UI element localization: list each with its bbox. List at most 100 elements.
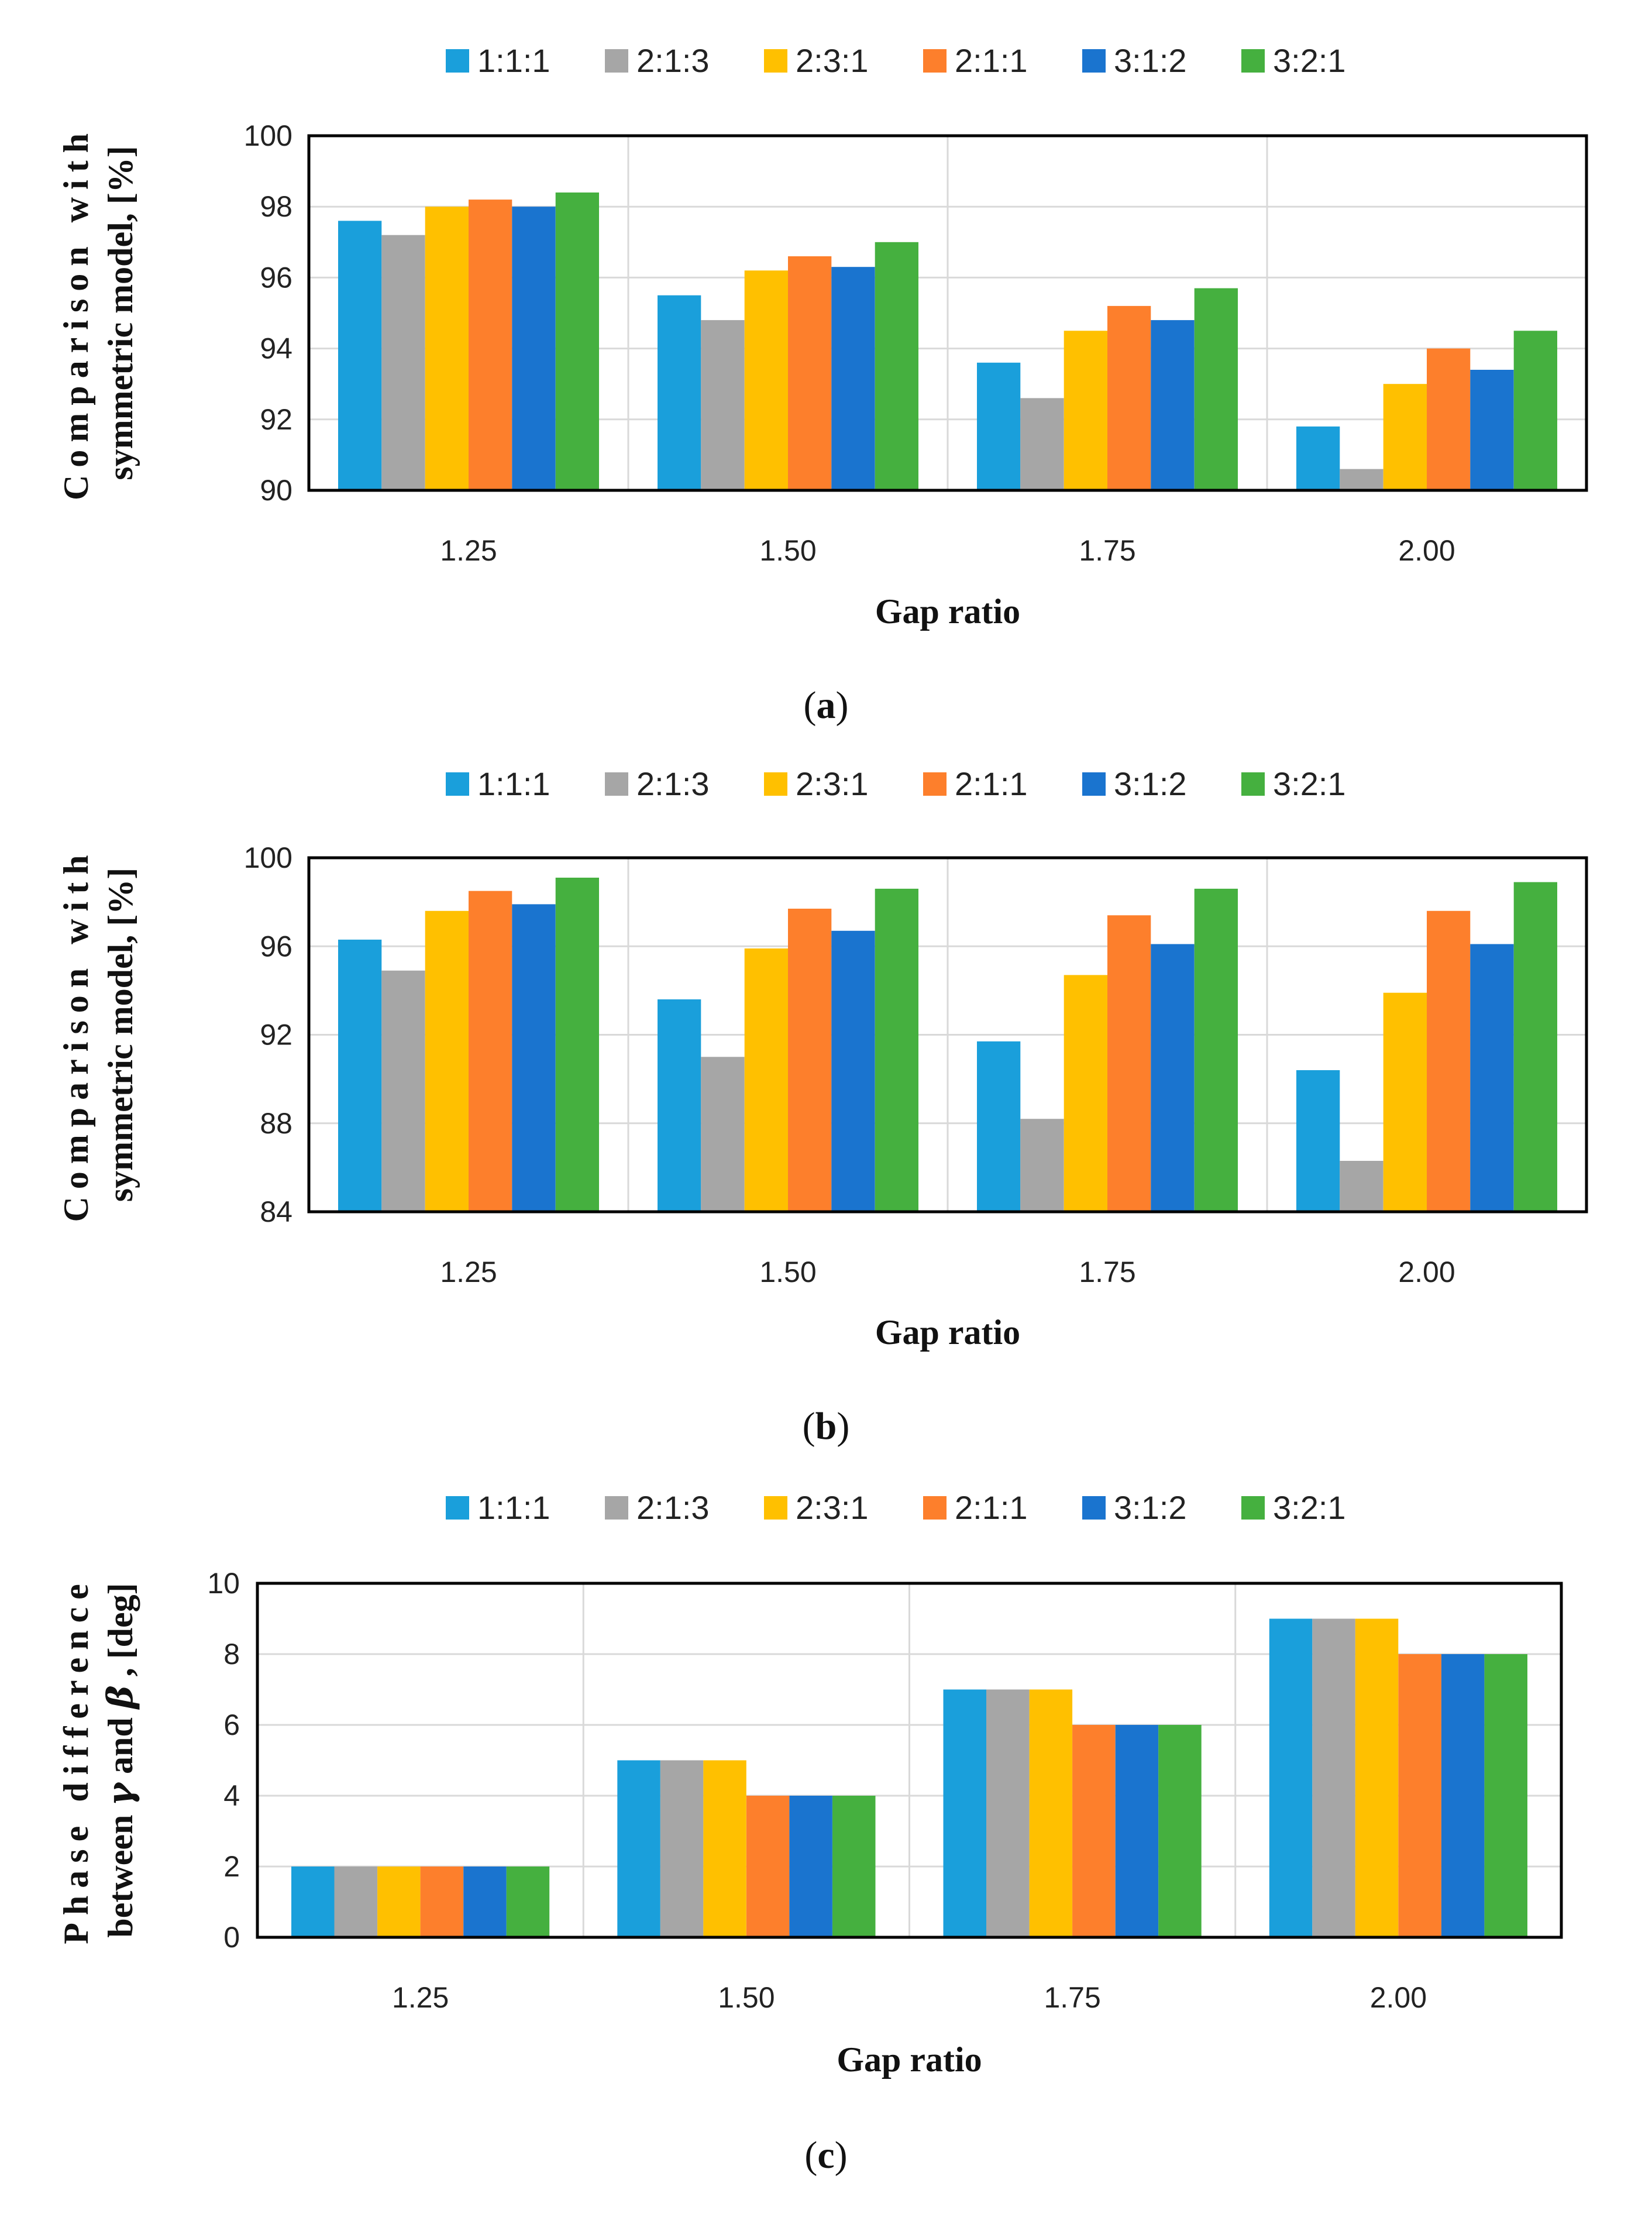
bar-3-2-1-1.75	[1194, 888, 1238, 1212]
legend-label: 2:1:1	[955, 765, 1028, 802]
caption-paren-open: (	[804, 684, 817, 727]
legend-label: 3:2:1	[1273, 1489, 1346, 1526]
bar-2-1-1-1.50	[746, 1796, 790, 1937]
legend-swatch	[1082, 772, 1106, 796]
legend-swatch	[446, 49, 469, 73]
legend-label: 3:2:1	[1273, 765, 1346, 802]
panel-caption: (a)	[804, 684, 849, 727]
x-tick-label: 2.00	[1398, 534, 1455, 567]
bar-3-2-1-2.00	[1513, 331, 1557, 490]
bar-2-3-1-1.50	[744, 270, 788, 490]
y-tick-label: 96	[260, 261, 292, 294]
legend-swatch	[1241, 49, 1265, 73]
bar-2-1-3-2.00	[1340, 469, 1383, 490]
bar-1-1-1-2.00	[1296, 426, 1340, 490]
x-tick-label: 1.75	[1079, 1256, 1135, 1288]
bar-2-3-1-1.50	[744, 948, 788, 1212]
y-axis-title-space	[101, 1774, 140, 1783]
legend-label: 1:1:1	[477, 765, 550, 802]
bar-2-1-1-1.50	[788, 909, 832, 1212]
y-axis-title: Comparison with symmetric model, [%]	[57, 847, 140, 1222]
x-axis-title: Gap ratio	[875, 1313, 1020, 1352]
bar-1-1-1-1.75	[977, 362, 1021, 490]
bar-3-1-2-1.75	[1151, 320, 1195, 490]
y-tick-label: 94	[260, 332, 292, 365]
bar-2-3-1-1.25	[425, 207, 469, 490]
bar-3-1-2-1.25	[463, 1866, 507, 1937]
x-tick-label: 1.25	[440, 1256, 497, 1288]
x-tick-label: 1.75	[1044, 1981, 1100, 2014]
legend-swatch	[1082, 1496, 1106, 1520]
chart-panel-b: 84 88 92 96 100 1.25 1.50 1.75 2.00 Gap ratio 1:1:…	[57, 765, 1588, 1448]
y-axis-title-line1: Comparison with	[57, 126, 95, 500]
legend-label: 2:3:1	[796, 42, 869, 79]
bar-2-3-1-2.00	[1355, 1618, 1399, 1937]
y-tick-label: 2	[223, 1850, 240, 1883]
bar-2-1-1-1.25	[469, 891, 512, 1212]
caption-letter: b	[815, 1405, 837, 1448]
y-axis-title-part: , [deg]	[101, 1583, 140, 1676]
legend-swatch	[605, 49, 628, 73]
legend: 1:1:1 2:1:3 2:3:1 2:1:1 3:1:2 3:2:1	[446, 765, 1346, 802]
bar-1-1-1-2.00	[1269, 1618, 1313, 1937]
bar-3-1-2-1.50	[831, 267, 875, 490]
bar-3-2-1-1.50	[832, 1796, 876, 1937]
bar-2-1-3-1.75	[1020, 1119, 1064, 1212]
x-tick-label: 1.75	[1079, 534, 1135, 567]
y-tick-label: 92	[260, 1019, 292, 1051]
bar-3-1-2-2.00	[1441, 1654, 1485, 1937]
bar-3-1-2-1.75	[1151, 944, 1195, 1212]
bar-3-2-1-1.25	[506, 1866, 550, 1937]
legend-swatch	[446, 1496, 469, 1520]
y-axis-title: Phase difference between γ and β , [deg]	[57, 1576, 141, 1944]
legend-label: 2:1:3	[636, 765, 710, 802]
bar-2-1-1-1.25	[469, 200, 512, 490]
caption-paren-close: )	[837, 1405, 849, 1448]
plot-frame	[307, 134, 1588, 492]
y-tick-label: 4	[223, 1779, 240, 1812]
x-tick-label: 1.50	[759, 534, 816, 567]
bar-2-1-3-1.50	[660, 1760, 704, 1937]
bar-2-1-3-2.00	[1312, 1618, 1355, 1937]
bar-2-1-3-1.75	[986, 1689, 1030, 1937]
bar-3-1-2-2.00	[1470, 370, 1514, 490]
bar-1-1-1-1.25	[291, 1866, 335, 1937]
y-axis-title-line2: symmetric model, [%]	[101, 868, 140, 1202]
plot-frame	[307, 856, 1588, 1214]
x-axis-title: Gap ratio	[837, 2040, 982, 2079]
panel-caption: (b)	[803, 1405, 850, 1448]
caption-paren-close: )	[835, 2134, 848, 2177]
bar-3-2-1-1.50	[875, 242, 918, 490]
bar-3-1-2-1.25	[512, 207, 556, 490]
legend-label: 2:1:3	[636, 1489, 710, 1526]
y-tick-label: 10	[207, 1567, 240, 1600]
bar-2-1-3-1.75	[1020, 398, 1064, 490]
bar-1-1-1-1.50	[658, 295, 701, 490]
bar-1-1-1-2.00	[1296, 1070, 1340, 1212]
bar-2-3-1-2.00	[1383, 992, 1427, 1212]
y-tick-label: 8	[223, 1638, 240, 1670]
legend-label: 2:3:1	[796, 765, 869, 802]
legend-swatch	[605, 1496, 628, 1520]
x-tick-label: 2.00	[1398, 1256, 1455, 1288]
x-tick-label: 1.50	[759, 1256, 816, 1288]
x-tick-label: 1.25	[392, 1981, 449, 2014]
legend-label: 3:2:1	[1273, 42, 1346, 79]
legend-label: 1:1:1	[477, 42, 550, 79]
bar-2-3-1-1.75	[1064, 331, 1107, 490]
y-axis-title-part: and	[101, 1717, 140, 1774]
legend-swatch	[1082, 49, 1106, 73]
legend-swatch	[446, 772, 469, 796]
x-tick-label: 1.50	[718, 1981, 775, 2014]
bar-2-1-1-1.25	[420, 1866, 464, 1937]
y-axis-title-space	[101, 1806, 140, 1815]
bar-2-1-3-1.50	[701, 320, 745, 490]
y-axis-title: Comparison with symmetric model, [%]	[57, 126, 140, 500]
legend-swatch	[923, 772, 947, 796]
chart-panel-c: 0 2 4 6 8 10 1.25 1.50 1.75 2.00 Gap ratio 1:1:1 2:1…	[57, 1489, 1563, 2177]
legend-swatch	[1241, 772, 1265, 796]
caption-letter: a	[817, 684, 836, 727]
y-axis-title-part: between	[101, 1815, 140, 1938]
caption-letter: c	[817, 2134, 834, 2177]
